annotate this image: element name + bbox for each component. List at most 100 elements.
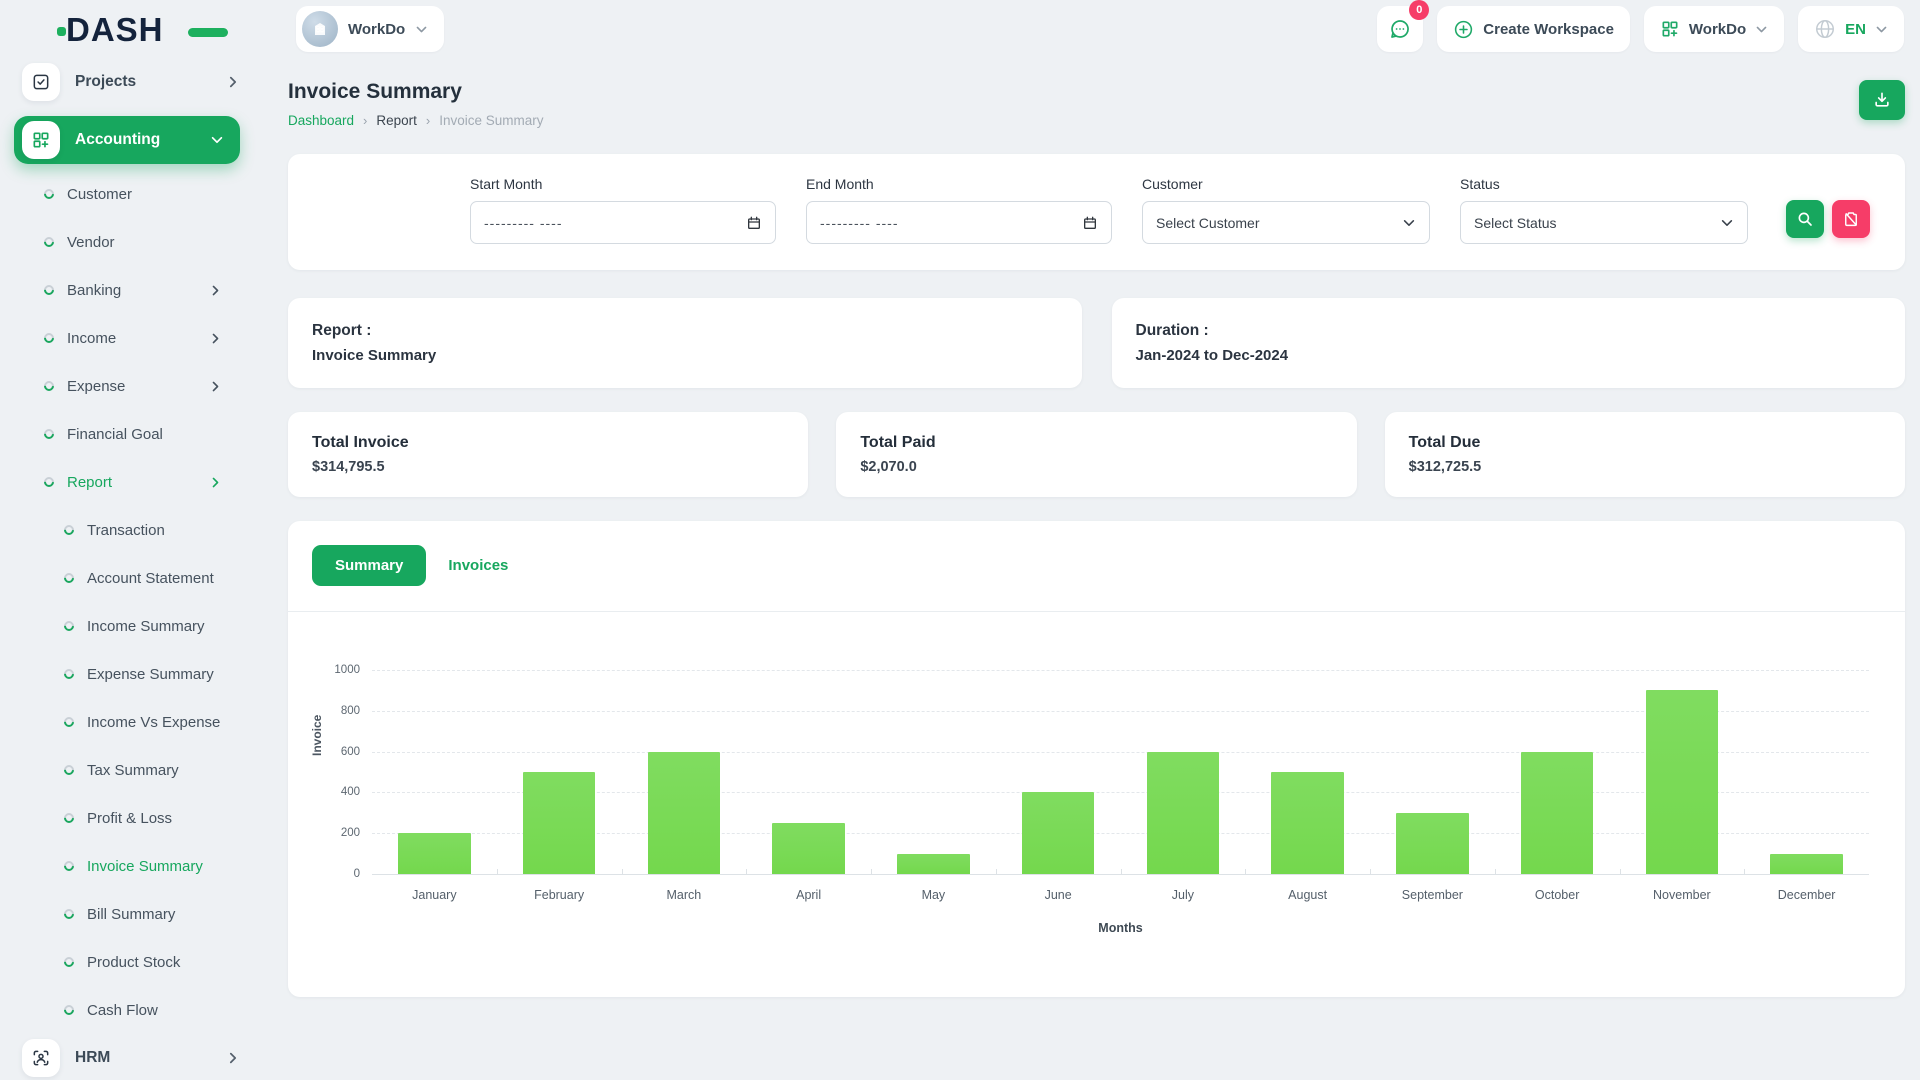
chevron-down-icon — [1402, 216, 1416, 230]
sidebar-item-tax-summary[interactable]: Tax Summary — [0, 746, 258, 794]
sidebar-item-report[interactable]: Report — [0, 458, 258, 506]
bar-november — [1646, 690, 1718, 874]
chart-bar-column — [1370, 670, 1495, 874]
chart-x-tick: August — [1245, 888, 1370, 902]
chart-x-tick: April — [746, 888, 871, 902]
app-logo[interactable]: DASH — [66, 13, 196, 46]
chevron-right-icon — [209, 332, 222, 345]
ring-bullet-icon — [42, 235, 56, 249]
calendar-icon[interactable] — [1082, 215, 1098, 231]
top-header: DASH WorkDo 0 Create Workspace — [0, 0, 1920, 58]
workspace-menu-button[interactable]: WorkDo — [1644, 6, 1784, 52]
start-month-input[interactable]: --------- ---- — [470, 201, 776, 244]
workspace-switcher[interactable]: WorkDo — [296, 6, 444, 52]
sidebar-item-hrm[interactable]: HRM — [0, 1034, 258, 1080]
ring-bullet-icon — [42, 283, 56, 297]
sidebar-item-expense-summary[interactable]: Expense Summary — [0, 650, 258, 698]
sidebar-item-account-statement[interactable]: Account Statement — [0, 554, 258, 602]
status-select[interactable]: Select Status — [1460, 201, 1748, 244]
sidebar-item-accounting[interactable]: Accounting — [14, 116, 240, 164]
sidebar: Projects Accounting CustomerVendor Bankin… — [0, 58, 258, 1080]
messages-button[interactable]: 0 — [1377, 6, 1423, 52]
language-code: EN — [1845, 21, 1866, 38]
breadcrumb-report[interactable]: Report — [376, 113, 417, 128]
chart-bar-column — [372, 670, 497, 874]
chart-y-tick: 800 — [341, 705, 360, 717]
chart-bars — [372, 670, 1869, 874]
sidebar-item-vendor[interactable]: Vendor — [0, 218, 258, 266]
breadcrumb-separator: › — [426, 113, 430, 128]
logo-text: DASH — [66, 13, 164, 46]
total-due-value: $312,725.5 — [1409, 459, 1881, 475]
checkbox-icon — [31, 72, 51, 92]
bar-october — [1521, 752, 1593, 874]
ring-bullet-icon — [62, 571, 76, 585]
breadcrumb-dashboard[interactable]: Dashboard — [288, 113, 354, 128]
total-paid-value: $2,070.0 — [860, 459, 1332, 475]
bar-may — [897, 854, 969, 874]
breadcrumb-separator: › — [363, 113, 367, 128]
sidebar-item-label: Profit & Loss — [87, 810, 222, 827]
sidebar-item-cash-flow[interactable]: Cash Flow — [0, 986, 258, 1034]
sidebar-item-expense[interactable]: Expense — [0, 362, 258, 410]
bar-february — [523, 772, 595, 874]
sidebar-item-label: Banking — [67, 282, 196, 299]
sidebar-item-label: Cash Flow — [87, 1002, 222, 1019]
breadcrumb-current: Invoice Summary — [439, 113, 543, 128]
chart-panel: Summary Invoices Invoice 020040060080010… — [288, 521, 1905, 997]
chart-bar-column — [871, 670, 996, 874]
sidebar-item-invoice-summary[interactable]: Invoice Summary — [0, 842, 258, 890]
sidebar-item-bill-summary[interactable]: Bill Summary — [0, 890, 258, 938]
chevron-right-icon — [226, 1051, 240, 1065]
customer-field: Customer Select Customer — [1142, 176, 1430, 244]
ring-bullet-icon — [62, 811, 76, 825]
sidebar-item-product-stock[interactable]: Product Stock — [0, 938, 258, 986]
chart-bar-column — [622, 670, 747, 874]
sidebar-item-customer[interactable]: Customer — [0, 170, 258, 218]
language-selector[interactable]: EN — [1798, 6, 1904, 52]
ring-bullet-icon — [62, 667, 76, 681]
bar-march — [648, 752, 720, 874]
calendar-icon[interactable] — [746, 215, 762, 231]
create-workspace-button[interactable]: Create Workspace — [1437, 6, 1630, 52]
sidebar-item-income-summary[interactable]: Income Summary — [0, 602, 258, 650]
tab-summary[interactable]: Summary — [312, 545, 426, 586]
total-invoice-value: $314,795.5 — [312, 459, 784, 475]
sidebar-item-profit-loss[interactable]: Profit & Loss — [0, 794, 258, 842]
sidebar-item-income-vs-expense[interactable]: Income Vs Expense — [0, 698, 258, 746]
chevron-down-icon — [1875, 23, 1888, 36]
apply-filter-button[interactable] — [1786, 200, 1824, 238]
duration-card-label: Duration : — [1136, 322, 1882, 340]
reset-filter-button[interactable] — [1832, 200, 1870, 238]
total-paid-label: Total Paid — [860, 434, 1332, 452]
globe-icon — [1814, 18, 1836, 40]
chevron-right-icon — [226, 75, 240, 89]
ring-bullet-icon — [62, 907, 76, 921]
sidebar-item-projects[interactable]: Projects — [0, 58, 258, 106]
download-report-button[interactable] — [1859, 80, 1905, 120]
logo-dot-icon — [57, 27, 66, 36]
chart-y-tick: 600 — [341, 746, 360, 758]
chart-bar-column — [1620, 670, 1745, 874]
sidebar-item-label: Financial Goal — [67, 426, 222, 443]
ring-bullet-icon — [42, 379, 56, 393]
sidebar-item-label: Expense — [67, 378, 196, 395]
invoice-bar-chart: Invoice 02004006008001000 JanuaryFebruar… — [312, 670, 1881, 935]
chevron-down-icon — [415, 23, 428, 36]
main-content: Invoice Summary Dashboard › Report › Inv… — [288, 58, 1905, 997]
customer-select[interactable]: Select Customer — [1142, 201, 1430, 244]
ring-bullet-icon — [42, 475, 56, 489]
chart-x-tick: June — [996, 888, 1121, 902]
filter-panel: Start Month --------- ---- End Month ---… — [288, 154, 1905, 270]
chart-y-tick: 0 — [354, 868, 360, 880]
sidebar-item-financial-goal[interactable]: Financial Goal — [0, 410, 258, 458]
bar-august — [1271, 772, 1343, 874]
end-month-input[interactable]: --------- ---- — [806, 201, 1112, 244]
tab-invoices[interactable]: Invoices — [448, 557, 508, 574]
sidebar-item-banking[interactable]: Banking — [0, 266, 258, 314]
chevron-down-icon — [210, 133, 224, 147]
sidebar-item-income[interactable]: Income — [0, 314, 258, 362]
chart-x-tick: December — [1744, 888, 1869, 902]
ring-bullet-icon — [62, 859, 76, 873]
sidebar-item-transaction[interactable]: Transaction — [0, 506, 258, 554]
